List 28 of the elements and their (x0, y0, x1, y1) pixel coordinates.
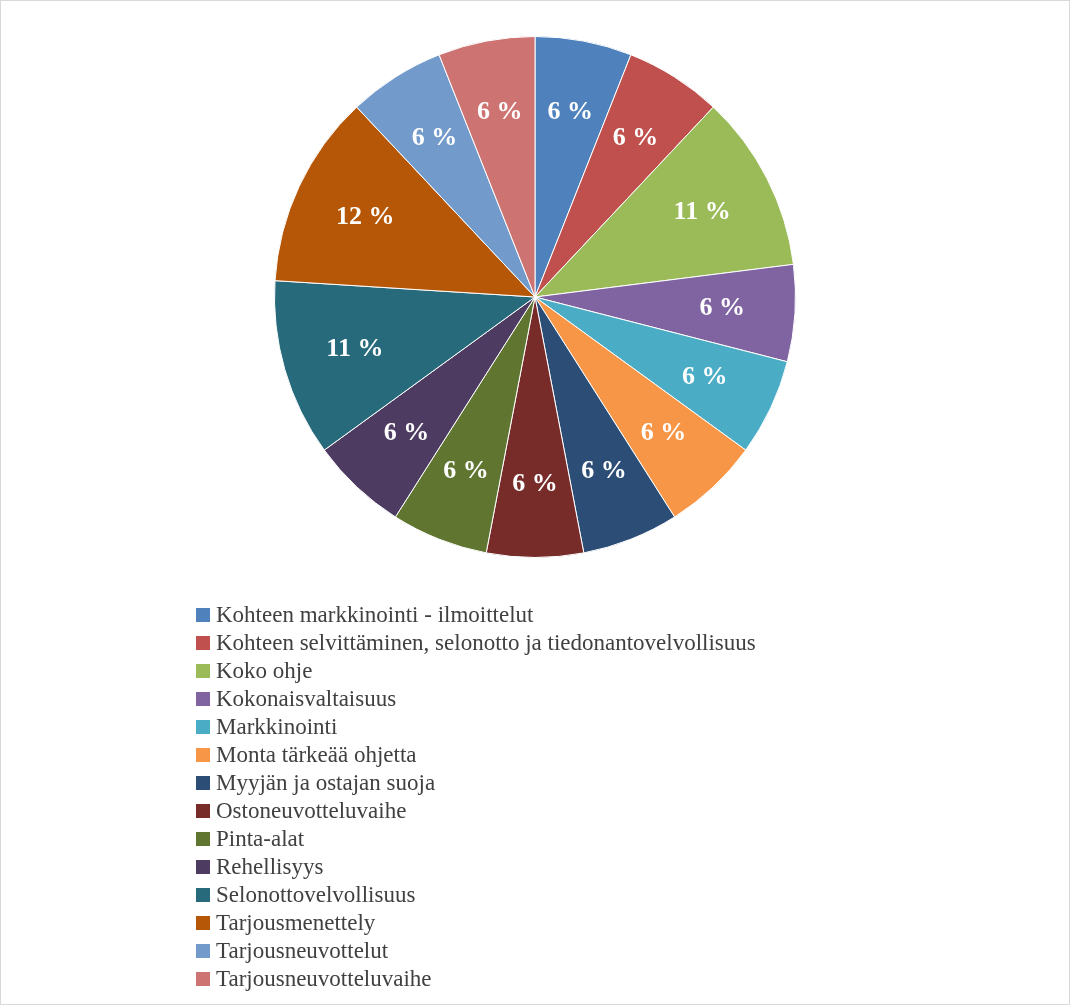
legend-label: Tarjousneuvotteluvaihe (216, 966, 432, 992)
legend-label: Pinta-alat (216, 826, 305, 852)
data-label: 11 % (673, 195, 731, 225)
data-label: 6 % (383, 417, 430, 447)
data-label: 6 % (699, 292, 745, 322)
legend-label: Koko ohje (216, 658, 313, 684)
legend-label: Kohteen markkinointi - ilmoittelut (216, 602, 534, 628)
data-label: 6 % (411, 122, 458, 152)
data-label: 12 % (336, 200, 395, 230)
legend-label: Monta tärkeää ohjetta (216, 742, 417, 768)
data-label: 6 % (612, 122, 659, 152)
legend-label: Ostoneuvotteluvaihe (216, 798, 407, 824)
data-label: 6 % (547, 96, 593, 126)
data-label: 6 % (512, 468, 558, 498)
legend-label: Tarjousneuvottelut (216, 938, 389, 964)
data-label: 6 % (581, 455, 627, 485)
data-label: 6 % (640, 417, 687, 447)
legend-label: Markkinointi (216, 714, 338, 740)
data-label: 6 % (681, 360, 728, 390)
legend-label: Selonottovelvollisuus (216, 882, 416, 908)
data-label: 6 % (477, 96, 523, 126)
legend-label: Kokonaisvaltaisuus (216, 686, 397, 712)
data-label: 11 % (326, 333, 384, 363)
legend-label: Myyjän ja ostajan suoja (216, 770, 436, 796)
data-label: 6 % (443, 455, 489, 485)
legend-label: Rehellisyys (216, 854, 324, 880)
legend-label: Kohteen selvittäminen, selonotto ja tiedonantovelvollisuus (216, 630, 756, 656)
legend-label: Tarjousmenettely (216, 910, 376, 936)
